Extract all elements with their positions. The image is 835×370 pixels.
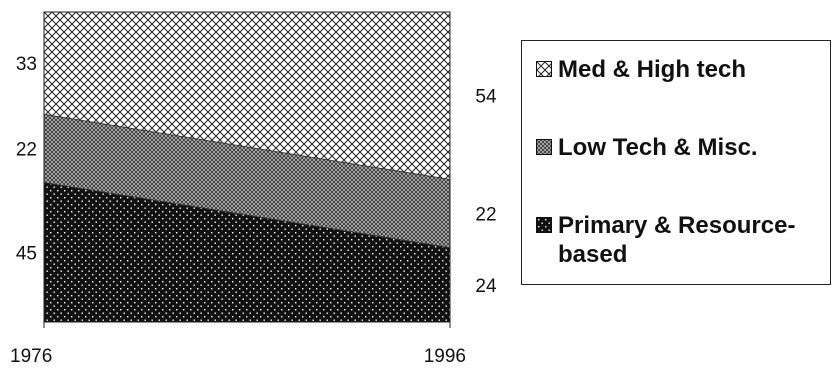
legend-label-med-high-tech: Med & High tech — [558, 56, 747, 83]
legend-label-low-tech: Low Tech & Misc. — [558, 134, 758, 161]
plot-frame — [43, 11, 451, 323]
labels-layer: 45 24 22 22 33 54 1976 1996 — [10, 54, 497, 367]
value-label-series-0-start: 45 — [16, 243, 37, 264]
x-tick-label-1996: 1996 — [424, 346, 466, 365]
value-label-series-1-start: 22 — [16, 139, 37, 160]
legend-swatch-fill — [537, 218, 551, 232]
value-label-series-2-end: 54 — [475, 87, 497, 108]
legend-item-low-tech: Low Tech & Misc. — [536, 133, 828, 162]
legend-item-med-high-tech: Med & High tech — [536, 55, 828, 84]
areas-layer — [43, 11, 451, 323]
legend-swatch-primary-resource — [536, 217, 552, 233]
legend-swatch-fill — [537, 62, 551, 76]
legend-swatch-low-tech — [536, 139, 552, 155]
legend-swatch-fill — [537, 140, 551, 154]
legend: Med & High tech Low Tech & Misc. Primary… — [521, 40, 831, 285]
legend-swatch-med-high-tech — [536, 61, 552, 77]
value-label-series-2-start: 33 — [16, 54, 37, 75]
x-tick-label-1976: 1976 — [10, 346, 52, 365]
value-label-series-1-end: 22 — [475, 205, 496, 226]
legend-item-primary-resource: Primary & Resource-based — [536, 211, 808, 269]
value-label-series-0-end: 24 — [475, 276, 497, 297]
legend-label-primary-resource: Primary & Resource-based — [558, 212, 796, 268]
